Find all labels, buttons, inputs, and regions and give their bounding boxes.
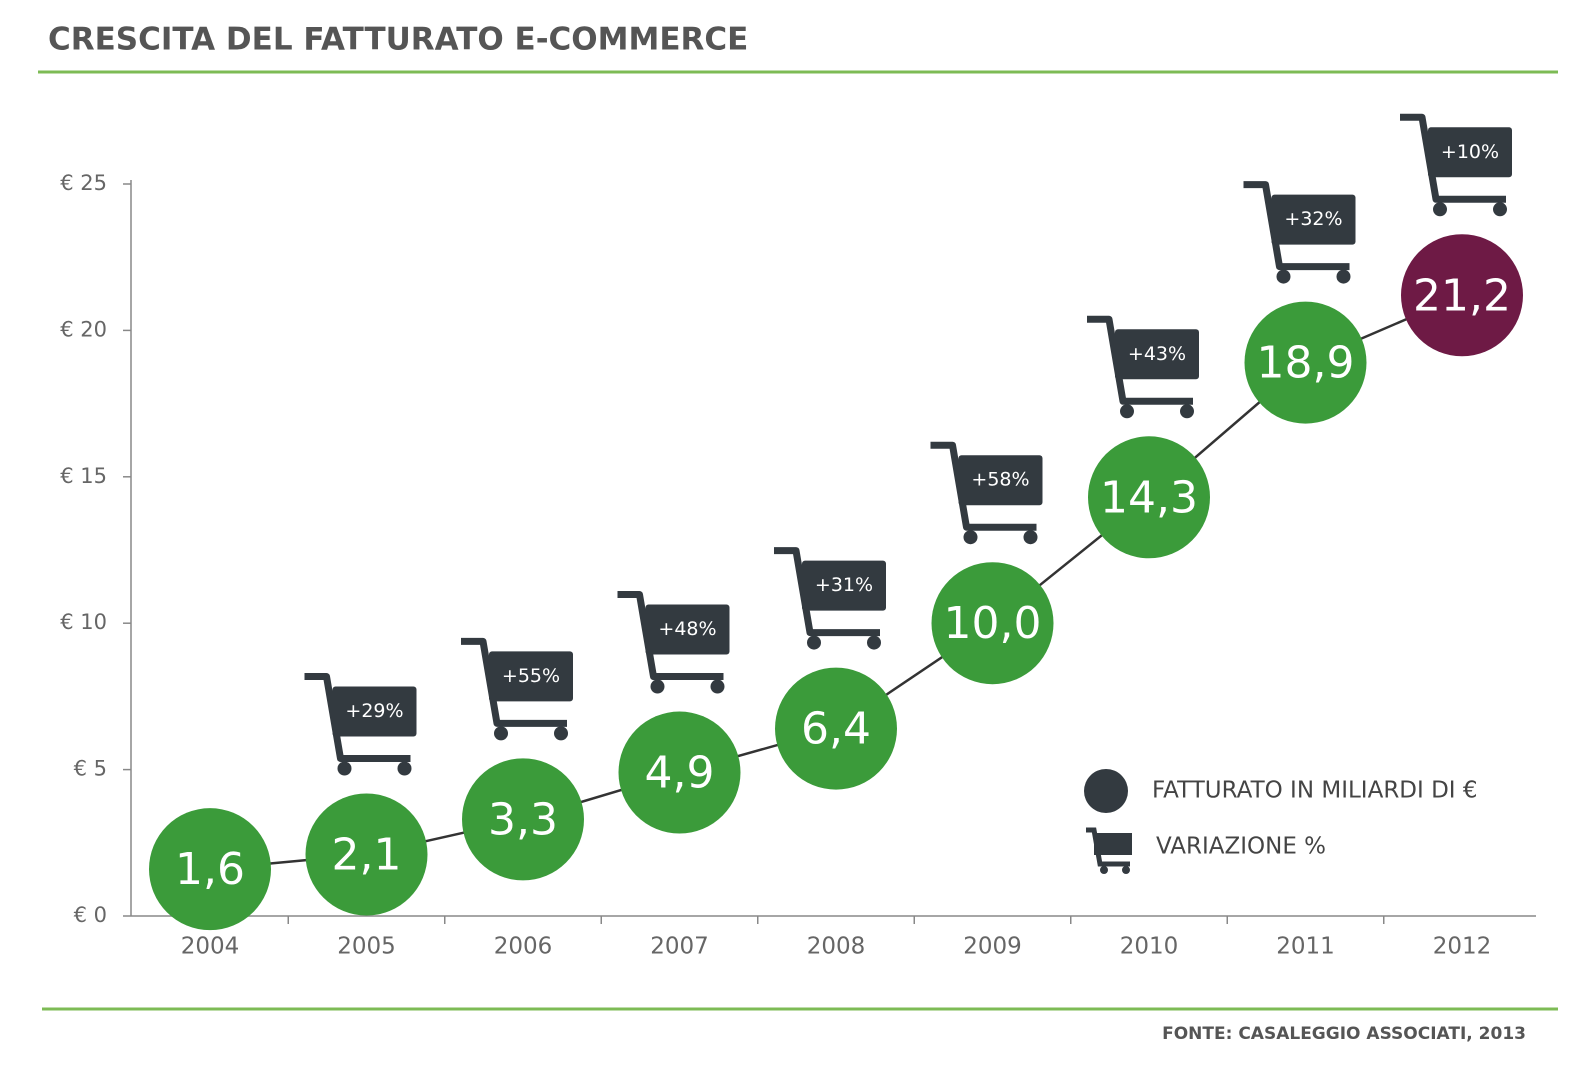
value-bubble	[1401, 234, 1523, 357]
cart-wheel	[494, 726, 508, 741]
cart-wheel	[397, 761, 412, 776]
y-tick-label: € 20	[60, 317, 107, 341]
variation-label: +55%	[502, 665, 560, 687]
cart-wheel	[1122, 866, 1130, 874]
variation-label: +43%	[1128, 343, 1186, 365]
x-tick-label: 2007	[650, 934, 709, 960]
y-tick-label: € 10	[60, 610, 107, 634]
variation-cart: +43%	[1087, 315, 1199, 419]
variation-cart: +31%	[774, 547, 886, 650]
variation-label: +10%	[1441, 141, 1499, 163]
variation-cart: +55%	[461, 637, 573, 741]
x-tick-label: 2004	[181, 934, 240, 960]
x-tick-label: 2008	[807, 934, 866, 960]
value-bubble	[149, 808, 271, 931]
value-label: 1,6	[175, 844, 245, 895]
value-bubble	[1244, 301, 1367, 424]
x-tick-label: 2005	[337, 934, 396, 960]
cart-icon-basket	[1094, 833, 1132, 855]
cart-wheel	[710, 679, 725, 694]
cart-basket	[489, 651, 573, 702]
cart-basket	[332, 686, 417, 737]
variation-label: +32%	[1284, 208, 1342, 230]
value-label: 4,9	[645, 748, 715, 799]
cart-wheel	[1493, 202, 1507, 217]
cart-wheel	[1023, 530, 1038, 545]
cart-wheel	[650, 679, 665, 694]
cart-basket	[958, 455, 1043, 506]
cart-basket	[1271, 194, 1356, 245]
value-label: 18,9	[1257, 338, 1355, 389]
chart-title: CRESCITA DEL FATTURATO E-COMMERCE	[48, 22, 748, 58]
cart-wheel	[1100, 866, 1108, 874]
variation-cart: +58%	[930, 441, 1043, 545]
cart-wheel	[1180, 404, 1194, 419]
variation-cart: +29%	[304, 673, 417, 776]
y-tick-label: € 15	[60, 464, 107, 488]
variation-cart: +10%	[1400, 113, 1512, 217]
value-label: 21,2	[1413, 270, 1511, 321]
source: FONTE: CASALEGGIO ASSOCIATI, 2013	[1162, 1024, 1526, 1044]
legend-swatch	[1086, 827, 1132, 874]
value-label: 10,0	[944, 598, 1042, 649]
cart-basket	[1428, 127, 1512, 178]
legend-label: VARIAZIONE %	[1156, 834, 1326, 860]
value-label: 14,3	[1100, 472, 1198, 523]
y-tick-label: € 0	[74, 903, 107, 927]
x-tick-label: 2011	[1276, 934, 1335, 960]
cart-wheel	[1433, 202, 1447, 217]
cart-basket	[645, 604, 730, 655]
cart-wheel	[963, 530, 978, 545]
variation-cart: +32%	[1243, 181, 1356, 284]
cart-wheel	[807, 635, 821, 650]
y-tick-label: € 25	[60, 171, 107, 195]
variation-label: +48%	[658, 618, 716, 640]
variation-label: +58%	[971, 469, 1029, 491]
value-bubble	[618, 711, 741, 834]
legend-swatch	[1084, 769, 1128, 813]
cart-wheel	[1276, 269, 1291, 284]
y-tick-label: € 5	[74, 757, 107, 781]
value-bubble	[931, 562, 1054, 685]
variation-cart: +48%	[617, 591, 730, 694]
legend-label: FATTURATO IN MILIARDI DI €	[1152, 778, 1478, 804]
cart-wheel	[867, 635, 881, 650]
cart-wheel	[1120, 404, 1134, 419]
cart-wheel	[554, 726, 568, 741]
value-bubble	[462, 758, 584, 881]
value-bubble	[305, 793, 428, 916]
cart-basket	[802, 560, 886, 611]
cart-wheel	[1336, 269, 1351, 284]
cart-basket	[1115, 329, 1199, 380]
x-tick-label: 2006	[494, 934, 553, 960]
value-label: 2,1	[332, 830, 402, 881]
x-tick-label: 2009	[963, 934, 1022, 960]
cart-wheel	[337, 761, 352, 776]
value-label: 6,4	[801, 704, 871, 755]
value-bubble	[1088, 436, 1210, 559]
x-tick-label: 2012	[1433, 934, 1492, 960]
value-bubble	[775, 667, 897, 790]
value-label: 3,3	[488, 794, 558, 845]
x-tick-label: 2010	[1120, 934, 1179, 960]
variation-label: +31%	[815, 574, 873, 596]
variation-label: +29%	[345, 700, 403, 722]
